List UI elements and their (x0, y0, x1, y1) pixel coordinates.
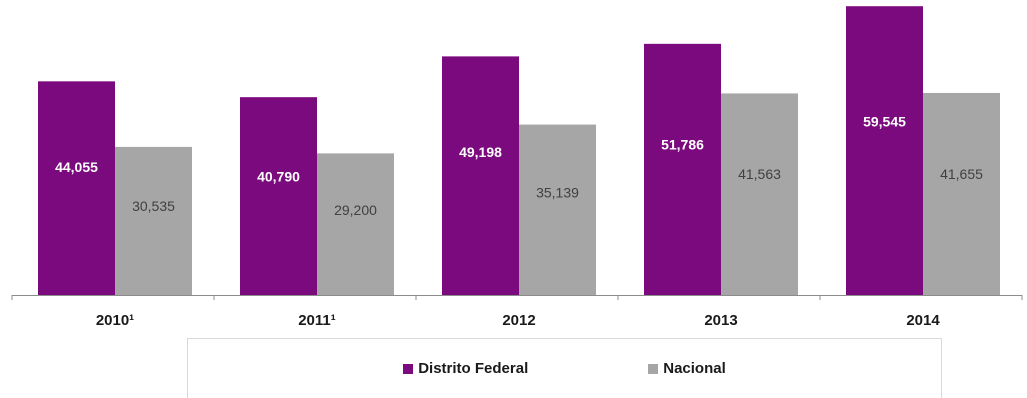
bar-distrito-federal-2012 (442, 56, 519, 295)
x-tick-label-2011: 2011¹ (298, 312, 336, 329)
x-tick-label-2010: 2010¹ (96, 312, 134, 329)
legend-label-nacional: Nacional (663, 360, 726, 377)
legend-swatch-distrito-federal (403, 363, 414, 374)
data-label-nacional-2010: 30,535 (132, 198, 175, 214)
bar-distrito-federal-2013 (644, 43, 721, 296)
data-label-nacional-2012: 35,139 (536, 185, 579, 201)
bar-distrito-federal-2014 (846, 6, 923, 295)
legend-swatch-nacional (648, 363, 659, 374)
data-label-distrito-federal-2014: 59,545 (863, 114, 906, 130)
legend-item-distrito-federal: Distrito Federal (403, 360, 528, 377)
x-tick-label-2014: 2014 (906, 312, 940, 329)
data-label-distrito-federal-2010: 44,055 (55, 159, 98, 175)
bar-nacional-2014 (923, 92, 1000, 295)
legend-label-distrito-federal: Distrito Federal (418, 360, 529, 377)
bars-layer: 44,055 30,535 40,790 29,200 49,198 35,139 51,7… (38, 6, 1000, 296)
data-label-nacional-2013: 41,563 (738, 166, 781, 182)
bar-nacional-2010 (115, 146, 192, 295)
ticks-layer: 2010¹ 2011¹ 2012 2013 2014 (11, 295, 1023, 329)
legend: Distrito Federal Nacional (187, 338, 942, 398)
data-label-distrito-federal-2013: 51,786 (661, 136, 704, 152)
bar-nacional-2013 (721, 93, 798, 295)
bar-nacional-2012 (519, 124, 596, 295)
legend-item-nacional: Nacional (648, 360, 726, 377)
data-label-nacional-2011: 29,200 (334, 202, 377, 218)
bar-distrito-federal-2010 (38, 81, 115, 295)
data-label-nacional-2014: 41,655 (940, 166, 983, 182)
bar-nacional-2011 (317, 153, 394, 295)
bar-distrito-federal-2011 (240, 97, 317, 295)
x-tick-label-2012: 2012 (502, 312, 535, 329)
data-label-distrito-federal-2012: 49,198 (459, 144, 502, 160)
x-tick-label-2013: 2013 (704, 312, 737, 329)
data-label-distrito-federal-2011: 40,790 (257, 168, 300, 184)
